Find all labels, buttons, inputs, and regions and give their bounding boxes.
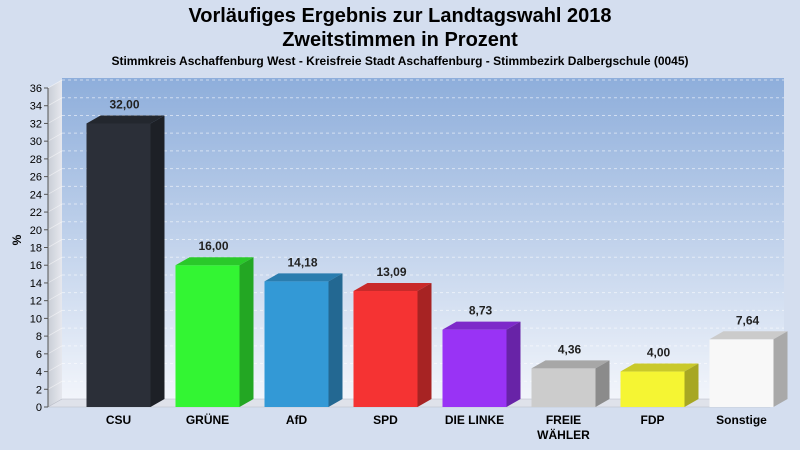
chart-title-line2: Zweitstimmen in Prozent — [282, 29, 518, 51]
grid-line-side — [47, 132, 63, 142]
y-tick-label: 30 — [30, 136, 42, 148]
grid-line-side — [47, 380, 63, 390]
bar-value-label: 16,00 — [198, 239, 228, 253]
grid-line-side — [47, 79, 63, 89]
bar — [353, 283, 432, 407]
bar-value-label: 4,00 — [647, 346, 671, 360]
bar-front — [264, 281, 329, 407]
chart-subtitle: Stimmkreis Aschaffenburg West - Kreisfre… — [111, 54, 689, 68]
bar-top — [531, 360, 610, 369]
y-tick-label: 32 — [30, 118, 42, 130]
grid-line-side — [47, 274, 63, 284]
y-tick-label: 10 — [30, 313, 42, 325]
y-tick-label: 34 — [30, 101, 42, 113]
grid-line-side — [47, 239, 63, 248]
grid-line-side — [47, 256, 63, 266]
bar-value-label: 14,18 — [287, 255, 317, 269]
x-tick-label: SPD — [373, 413, 398, 427]
y-tick-label: 36 — [30, 83, 42, 95]
bar-top — [620, 363, 699, 372]
x-tick-label: FREIE — [546, 413, 581, 427]
grid-line-side — [47, 292, 63, 302]
x-tick-label: AfD — [286, 413, 308, 427]
bar-front — [531, 368, 596, 407]
grid-line-side — [47, 97, 63, 107]
bar — [709, 331, 788, 407]
bar-top — [353, 283, 432, 292]
bar-side — [150, 115, 165, 407]
bar-front — [620, 371, 685, 407]
y-tick-label: 26 — [30, 172, 42, 184]
bar-value-label: 13,09 — [376, 265, 406, 279]
bar-value-label: 32,00 — [109, 97, 139, 111]
bar-value-label: 7,64 — [736, 313, 760, 327]
bar — [175, 257, 254, 407]
y-tick-label: 20 — [30, 225, 42, 237]
grid-line-side — [47, 327, 63, 337]
grid-line-side — [47, 310, 63, 319]
grid-line-side — [47, 221, 63, 231]
y-tick-label: 6 — [36, 349, 42, 361]
bar-front — [353, 291, 418, 407]
x-tick-label: DIE LINKE — [445, 413, 504, 427]
bar-top — [86, 115, 165, 124]
bar — [86, 115, 165, 407]
grid-line-side — [47, 168, 63, 177]
y-tick-label: 18 — [30, 243, 42, 255]
grid-line-side — [47, 185, 63, 195]
y-tick-label: 2 — [36, 384, 42, 396]
y-tick-label: 22 — [30, 207, 42, 219]
y-tick-label: 28 — [30, 154, 42, 166]
bar-value-label: 8,73 — [469, 304, 493, 318]
bar-front — [86, 123, 151, 407]
bar-top — [442, 321, 521, 330]
bar-top — [709, 331, 788, 340]
bar-side — [328, 273, 343, 407]
grid-line-side — [47, 363, 63, 372]
bar-top — [175, 257, 254, 266]
y-axis-label: % — [10, 234, 24, 245]
grid-line-side — [47, 150, 63, 160]
x-tick-label: FDP — [641, 413, 665, 427]
bar-top — [264, 273, 343, 282]
y-tick-label: 12 — [30, 296, 42, 308]
y-tick-label: 0 — [36, 402, 42, 414]
bar-front — [709, 339, 774, 407]
x-tick-label: GRÜNE — [186, 412, 229, 427]
bar-side — [684, 363, 699, 407]
bar-side — [417, 283, 432, 407]
bar-side — [773, 331, 788, 407]
x-tick-label: CSU — [106, 413, 131, 427]
bar-value-label: 4,36 — [558, 342, 582, 356]
bar-front — [175, 265, 240, 407]
bar — [264, 273, 343, 407]
x-tick-label: Sonstige — [716, 413, 767, 427]
grid-line-side — [47, 115, 63, 124]
bar-front — [442, 329, 507, 407]
bar-side — [506, 321, 521, 407]
y-tick-label: 14 — [30, 278, 42, 290]
y-tick-label: 8 — [36, 331, 42, 343]
chart-title-line1: Vorläufiges Ergebnis zur Landtagswahl 20… — [188, 5, 612, 27]
grid-line-side — [47, 345, 63, 355]
bar-side — [595, 360, 610, 407]
bar — [442, 321, 521, 407]
bar — [531, 360, 610, 407]
grid-line-side — [47, 203, 63, 213]
y-tick-label: 16 — [30, 260, 42, 272]
x-tick-label: WÄHLER — [537, 427, 590, 442]
y-tick-label: 24 — [30, 189, 42, 201]
bar — [620, 363, 699, 407]
y-tick-label: 4 — [36, 367, 42, 379]
bars: 32,00 16,00 14,18 13,09 8,73 4,36 4,00 7,64 — [86, 97, 788, 407]
bar-side — [239, 257, 254, 407]
